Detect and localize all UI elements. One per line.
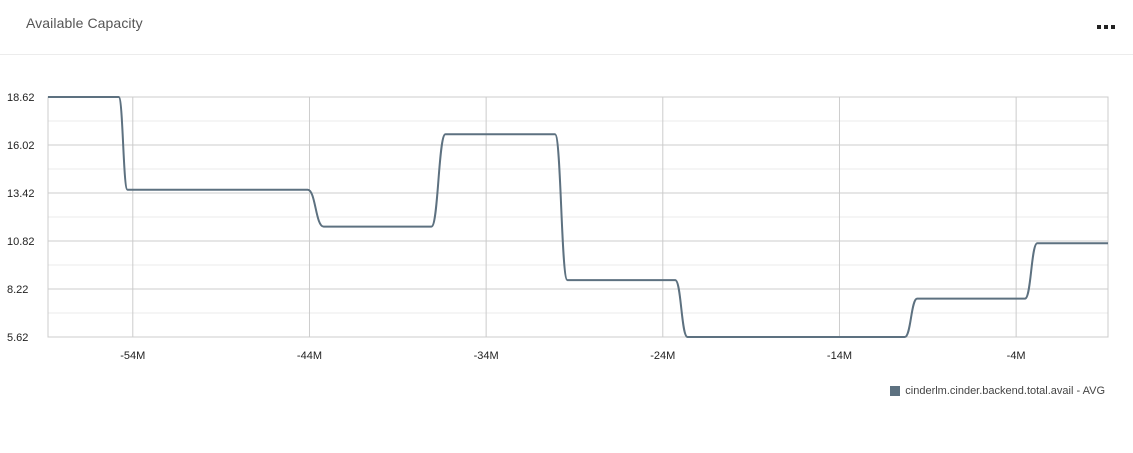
legend-label: cinderlm.cinder.backend.total.avail - AV… (905, 385, 1105, 397)
y-tick-label: 16.02 (7, 140, 35, 152)
panel-title: Available Capacity (26, 15, 143, 31)
menu-dot (1097, 25, 1101, 29)
more-options-icon[interactable] (1091, 18, 1121, 36)
x-tick-label: -34M (474, 350, 499, 362)
y-tick-label: 5.62 (7, 332, 28, 344)
y-axis-labels: 18.62 16.02 13.42 10.82 8.22 5.62 (7, 92, 35, 344)
x-tick-label: -14M (827, 350, 852, 362)
x-axis-labels: -54M -44M -34M -24M -14M -4M (120, 350, 1025, 362)
y-tick-label: 10.82 (7, 236, 35, 248)
legend-swatch (890, 386, 901, 396)
y-tick-label: 18.62 (7, 92, 35, 104)
menu-dot (1104, 25, 1108, 29)
x-tick-label: -4M (1007, 350, 1026, 362)
legend[interactable]: cinderlm.cinder.backend.total.avail - AV… (890, 385, 1105, 397)
y-tick-label: 8.22 (7, 284, 28, 296)
minor-grid (48, 120, 1108, 314)
series-line (48, 96, 1108, 338)
x-tick-label: -54M (120, 350, 145, 362)
menu-dot (1111, 25, 1115, 29)
plot-frame (47, 96, 1109, 338)
y-tick-label: 13.42 (7, 188, 35, 200)
panel-header: Available Capacity (0, 0, 1133, 55)
series-layer (48, 96, 1108, 338)
x-tick-label: -24M (650, 350, 675, 362)
x-tick-label: -44M (297, 350, 322, 362)
